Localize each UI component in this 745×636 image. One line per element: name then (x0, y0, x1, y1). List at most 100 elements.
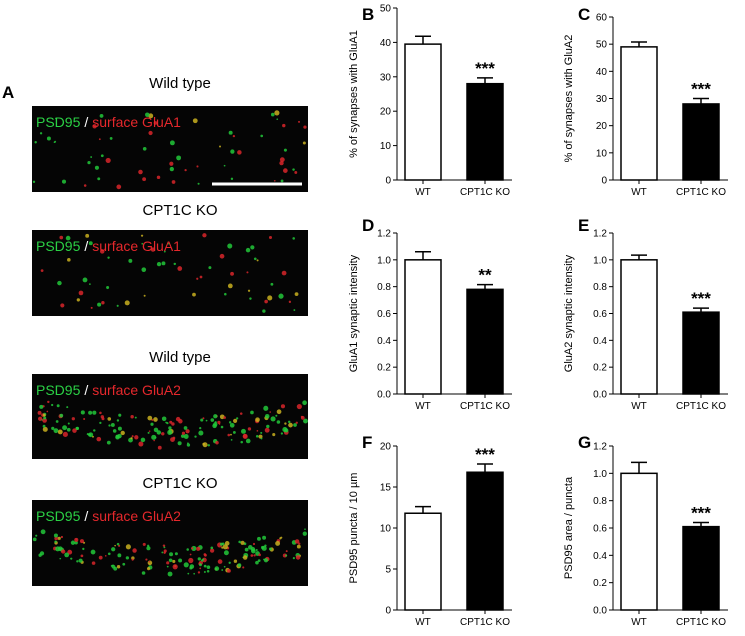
punctum (107, 256, 110, 259)
punctum (165, 421, 167, 424)
punctum (294, 171, 298, 174)
x-tick-label: CPT1C KO (676, 401, 726, 412)
punctum (294, 292, 299, 296)
punctum (183, 426, 188, 430)
punctum (172, 436, 176, 440)
punctum (64, 552, 70, 558)
panel-title: CPT1C KO (142, 202, 217, 219)
punctum (292, 556, 295, 560)
punctum (42, 424, 46, 428)
punctum (255, 434, 259, 438)
punctum (97, 302, 102, 307)
punctum (288, 300, 292, 303)
y-tick-label: 30 (596, 94, 608, 105)
punctum (267, 295, 273, 301)
punctum (111, 547, 116, 552)
punctum (163, 549, 167, 553)
punctum (142, 177, 147, 182)
y-tick-label: 40 (596, 67, 608, 78)
punctum (117, 553, 122, 558)
significance: *** (691, 504, 711, 523)
punctum (161, 432, 165, 436)
punctum (199, 427, 202, 430)
y-tick-label: 0.0 (377, 390, 391, 401)
punctum (237, 150, 242, 155)
punctum (99, 249, 105, 254)
punctum (80, 554, 84, 558)
punctum (82, 547, 85, 551)
punctum (192, 118, 198, 124)
punctum (88, 241, 93, 246)
punctum (89, 283, 91, 286)
punctum (295, 555, 301, 560)
punctum (279, 157, 285, 163)
punctum (189, 553, 192, 556)
punctum (294, 539, 300, 544)
punctum (79, 539, 84, 544)
punctum (276, 420, 281, 424)
y-tick-label: 0 (385, 176, 391, 187)
punctum (148, 560, 151, 563)
punctum (233, 418, 238, 423)
punctum (62, 431, 68, 437)
punctum (180, 434, 185, 438)
punctum (303, 418, 308, 424)
punctum (55, 117, 57, 120)
punctum (232, 430, 236, 434)
punctum (169, 420, 173, 424)
punctum (76, 560, 79, 563)
punctum (46, 136, 51, 141)
y-tick-label: 0.4 (377, 336, 391, 347)
x-tick-label: CPT1C KO (460, 187, 510, 198)
y-tick-label: 0.2 (377, 363, 391, 374)
punctum (57, 536, 61, 540)
punctum (212, 423, 217, 429)
punctum (283, 148, 287, 152)
punctum (150, 422, 154, 426)
punctum (295, 421, 298, 424)
stain-stain1: PSD95 (36, 508, 81, 524)
punctum (145, 558, 148, 561)
punctum (268, 235, 273, 239)
punctum (124, 300, 130, 306)
punctum (203, 570, 206, 573)
punctum (219, 414, 225, 420)
punctum (114, 544, 116, 547)
error-bar (415, 505, 431, 514)
punctum (199, 563, 202, 567)
punctum (270, 282, 274, 286)
punctum (109, 137, 113, 140)
bar (404, 512, 442, 611)
punctum (296, 544, 301, 549)
punctum (138, 441, 144, 447)
punctum (88, 410, 93, 415)
bar (682, 103, 720, 181)
punctum (82, 277, 88, 283)
punctum (167, 242, 170, 245)
panel-letter: G (578, 433, 591, 452)
x-tick-label: WT (631, 401, 647, 412)
punctum (151, 434, 157, 440)
punctum (168, 426, 172, 430)
punctum (87, 161, 91, 165)
punctum (80, 410, 85, 415)
punctum (55, 546, 61, 552)
punctum (67, 422, 70, 425)
punctum (272, 433, 276, 437)
punctum (292, 237, 295, 240)
stain-stain2: surface GluA1 (92, 238, 181, 254)
punctum (242, 433, 248, 439)
y-tick-label: 10 (380, 524, 392, 535)
punctum (92, 124, 97, 129)
punctum (156, 430, 162, 435)
punctum (100, 154, 104, 158)
y-tick-label: 0.8 (593, 496, 607, 507)
punctum (257, 536, 261, 541)
punctum (42, 426, 48, 432)
bar (466, 82, 504, 181)
y-tick-label: 10 (380, 141, 392, 152)
punctum (99, 421, 102, 425)
punctum (208, 266, 212, 270)
stain-separator: / (84, 508, 88, 524)
punctum (188, 557, 194, 564)
